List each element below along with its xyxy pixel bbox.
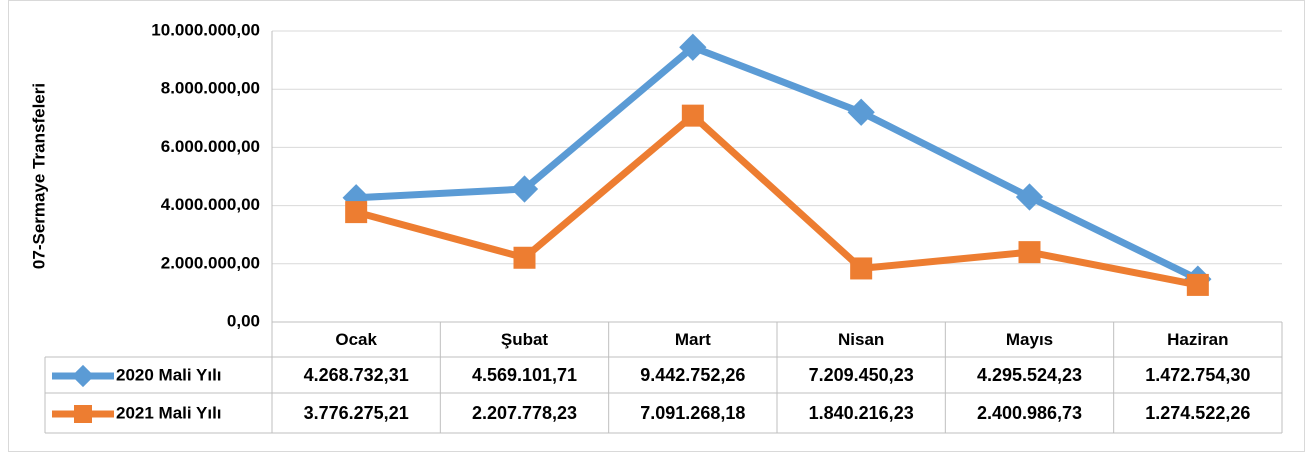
x-tick-label: Ocak: [335, 330, 377, 349]
y-axis-label: 07-Sermaye Transfeleri: [29, 83, 48, 269]
legend-label: 2021 Mali Yılı: [116, 403, 222, 422]
table-value: 7.091.268,18: [640, 403, 745, 423]
x-tick-label: Nisan: [838, 330, 884, 349]
series-line: [355, 112, 1199, 289]
y-tick-label: 10.000.000,00: [151, 20, 260, 39]
table-value: 4.569.101,71: [472, 365, 577, 385]
legend-marker: [71, 364, 95, 388]
table-value: 2.400.986,73: [977, 403, 1082, 423]
y-tick-label: 8.000.000,00: [161, 79, 260, 98]
y-tick-label: 0,00: [227, 311, 260, 330]
table-value: 9.442.752,26: [640, 365, 745, 385]
x-tick-label: Haziran: [1167, 330, 1228, 349]
marker: [345, 201, 368, 224]
legend-marker: [74, 405, 92, 423]
table-value: 1.840.216,23: [809, 403, 914, 423]
legend-label: 2020 Mali Yılı: [116, 365, 222, 384]
marker: [513, 246, 536, 269]
marker: [681, 104, 704, 127]
marker: [1015, 183, 1044, 211]
marker: [1186, 273, 1209, 296]
table-value: 4.295.524,23: [977, 365, 1082, 385]
x-tick-label: Şubat: [501, 330, 549, 349]
table-value: 1.274.522,26: [1145, 403, 1250, 423]
table-value: 1.472.754,30: [1145, 365, 1250, 385]
series-line: [355, 43, 1200, 283]
y-tick-label: 2.000.000,00: [161, 253, 260, 272]
y-tick-label: 6.000.000,00: [161, 137, 260, 156]
table-value: 3.776.275,21: [304, 403, 409, 423]
marker: [510, 175, 539, 203]
marker: [1018, 241, 1041, 264]
marker: [850, 257, 873, 280]
marker: [847, 98, 875, 126]
x-tick-label: Mart: [675, 330, 711, 349]
table-value: 7.209.450,23: [809, 365, 914, 385]
y-tick-label: 4.000.000,00: [161, 195, 260, 214]
x-tick-label: Mayıs: [1006, 330, 1053, 349]
table-value: 4.268.732,31: [304, 365, 409, 385]
marker: [679, 33, 707, 61]
table-value: 2.207.778,23: [472, 403, 577, 423]
